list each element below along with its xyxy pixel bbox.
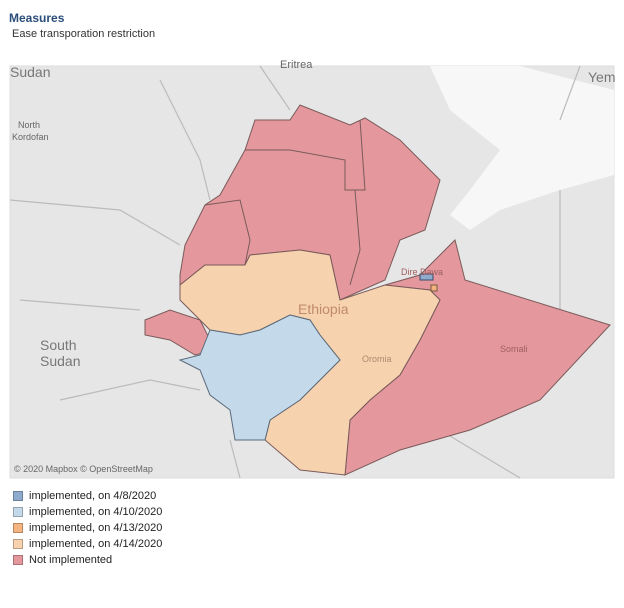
map-label: Ethiopia: [298, 301, 349, 317]
region-borders: [204, 119, 366, 286]
legend-label: implemented, on 4/13/2020: [29, 522, 163, 534]
legend-swatch: [13, 507, 23, 517]
map-label: Sudan: [40, 353, 80, 369]
map-label: Eritrea: [280, 59, 313, 71]
legend-item[interactable]: Not implemented: [13, 552, 162, 568]
legend-label: implemented, on 4/14/2020: [29, 538, 163, 550]
map-label: Somali: [500, 344, 528, 354]
map-label: Dire Dawa: [401, 267, 443, 277]
map-label: Sudan: [10, 64, 50, 80]
map-label: Yem: [588, 69, 616, 85]
map-label: Kordofan: [12, 132, 49, 142]
legend-swatch: [13, 555, 23, 565]
region-snnpr: [178, 314, 341, 441]
region-harari: [430, 284, 438, 292]
legend-label: implemented, on 4/8/2020: [29, 490, 157, 502]
map-label: North: [18, 120, 40, 130]
legend-label: Not implemented: [29, 554, 113, 566]
borders: [9, 65, 581, 479]
region-dire-dawa: [419, 273, 434, 281]
legend-item[interactable]: implemented, on 4/14/2020: [13, 536, 162, 552]
map-label: Oromia: [362, 354, 392, 364]
legend-swatch: [13, 523, 23, 533]
attribution: © 2020 Mapbox © OpenStreetMap: [14, 464, 153, 474]
legend-swatch: [13, 539, 23, 549]
legend-item[interactable]: implemented, on 4/13/2020: [13, 520, 162, 536]
legend: implemented, on 4/8/2020 implemented, on …: [13, 488, 162, 568]
legend-swatch: [13, 491, 23, 501]
legend-item[interactable]: implemented, on 4/10/2020: [13, 504, 162, 520]
subtitle: Ease transporation restriction: [12, 28, 156, 40]
sea: [430, 66, 614, 230]
title: Measures: [9, 11, 65, 25]
map-label: South: [40, 337, 77, 353]
legend-item[interactable]: implemented, on 4/8/2020: [13, 488, 162, 504]
legend-label: implemented, on 4/10/2020: [29, 506, 163, 518]
